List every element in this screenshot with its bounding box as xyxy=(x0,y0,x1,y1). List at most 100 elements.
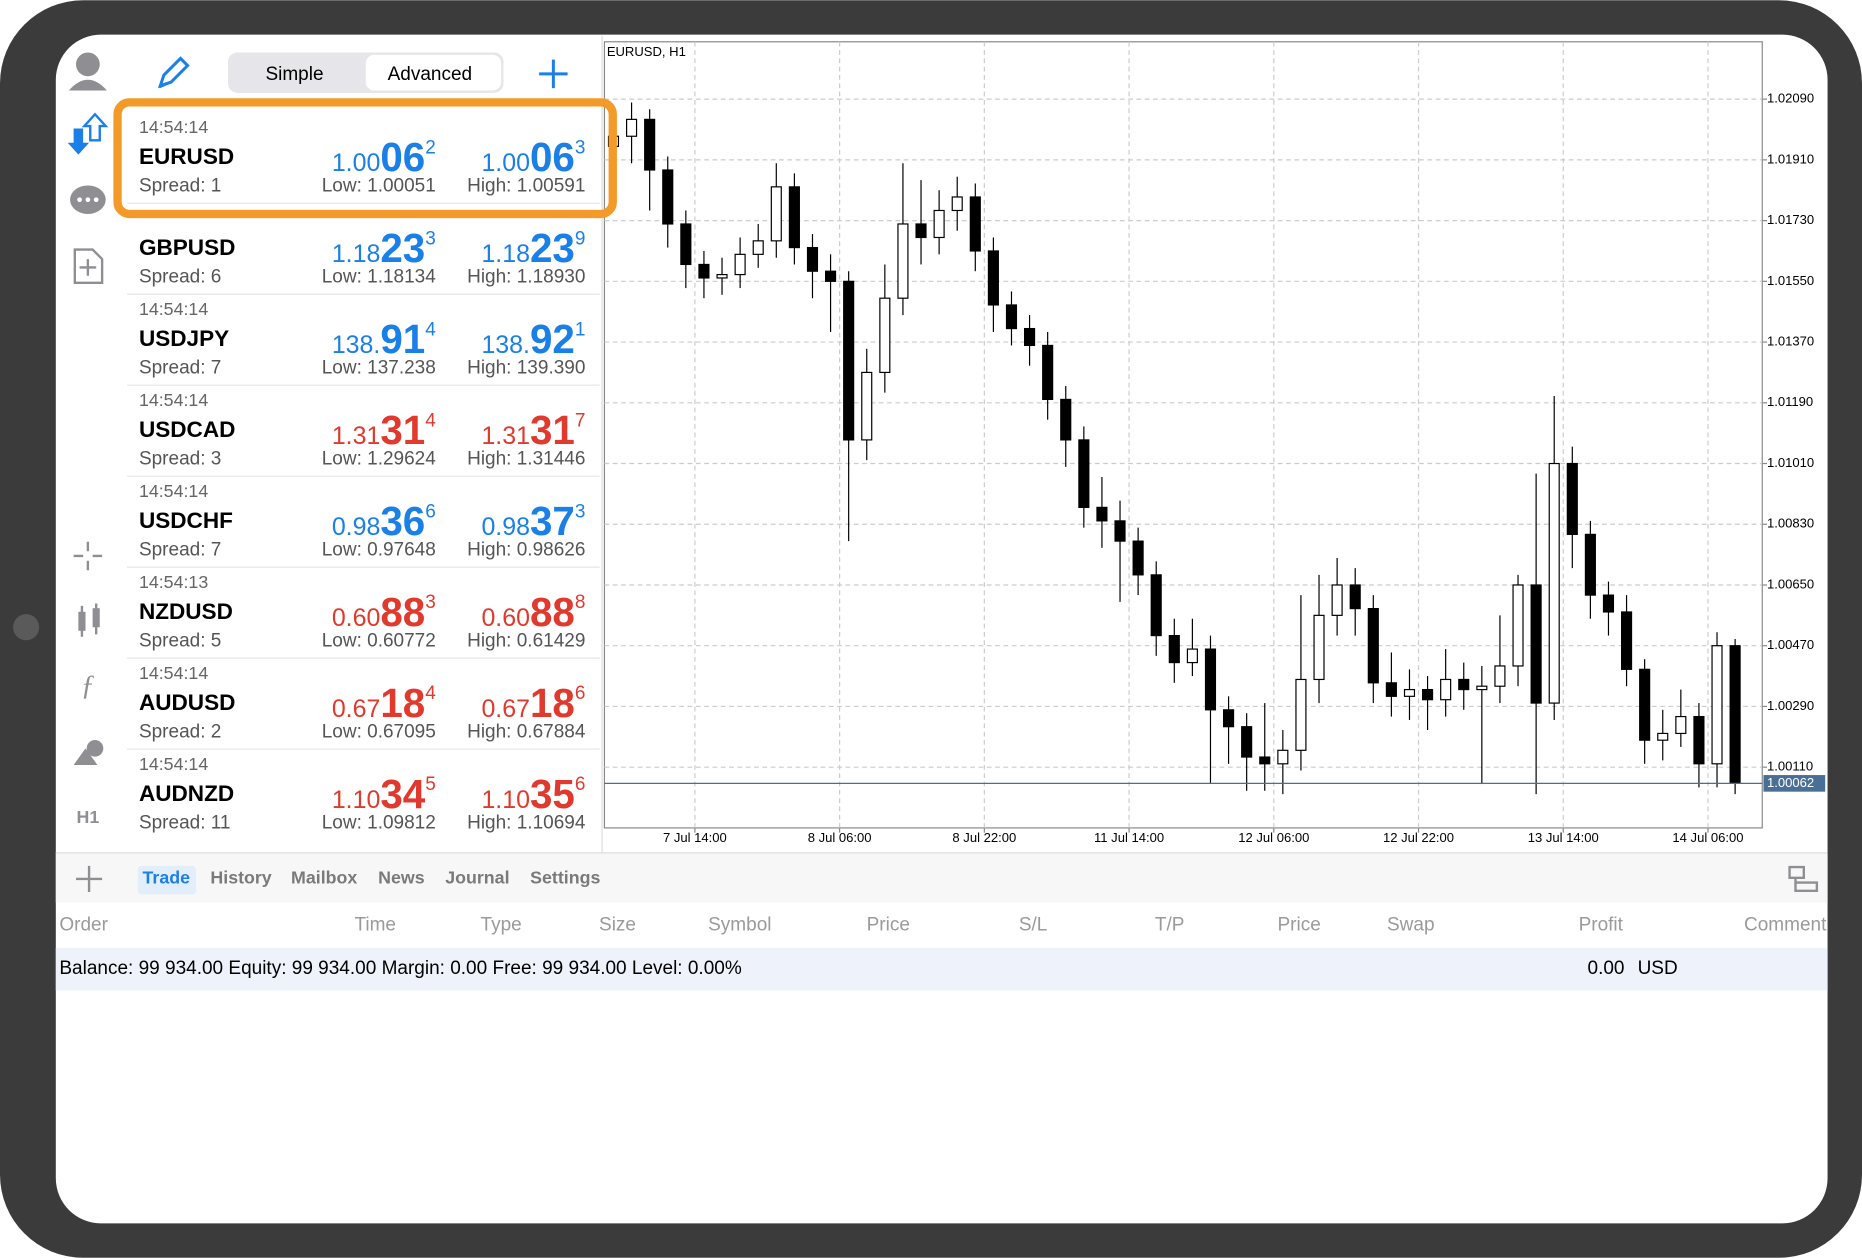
column-header: Symbol xyxy=(708,914,771,935)
column-header: Order xyxy=(59,914,108,935)
indicator-icon[interactable] xyxy=(78,603,100,637)
segment[interactable]: Advanced xyxy=(388,64,473,85)
candle-body xyxy=(1132,540,1144,576)
y-tick-label: 1.02090 xyxy=(1767,91,1814,106)
quote-low: Low: 1.29624 xyxy=(322,449,437,470)
candle-body xyxy=(752,240,764,255)
candle-body xyxy=(626,118,638,137)
candle-body xyxy=(1584,533,1596,596)
quote-symbol: EURUSD xyxy=(139,144,234,169)
panel-tab[interactable]: Journal xyxy=(445,868,509,888)
column-header: Price xyxy=(1277,914,1320,935)
quote-symbol: USDCAD xyxy=(139,417,235,442)
panel-tab[interactable]: Trade xyxy=(143,868,191,888)
panel-tab[interactable]: History xyxy=(210,868,271,888)
layout-icon[interactable] xyxy=(1788,865,1819,893)
quote-spread: Spread: 3 xyxy=(139,449,221,470)
price-pips: 37 xyxy=(530,498,575,544)
panel-tab[interactable]: News xyxy=(378,868,425,888)
price-prefix: 0.60 xyxy=(332,604,381,632)
panel-tab[interactable]: Settings xyxy=(530,868,600,888)
function-icon[interactable]: ƒ xyxy=(81,670,95,701)
edit-icon[interactable] xyxy=(157,56,190,89)
x-tick-label: 12 Jul 06:00 xyxy=(1238,830,1309,845)
account-icon[interactable] xyxy=(68,52,107,91)
candle-body xyxy=(879,297,891,374)
candle-body xyxy=(1566,462,1578,535)
price-prefix: 0.67 xyxy=(481,695,530,723)
objects-icon[interactable] xyxy=(73,740,104,765)
quotes-icon[interactable] xyxy=(67,112,109,155)
summary: Balance: 99 934.00 Equity: 99 934.00 Mar… xyxy=(59,958,741,979)
sidebar: ƒ xyxy=(67,52,109,765)
candle-body xyxy=(1204,648,1217,711)
panel-add-icon[interactable] xyxy=(76,865,103,893)
quote-ask: 1.31317 xyxy=(481,407,585,453)
price-point: 6 xyxy=(575,774,586,795)
quote-time: 14:54:13 xyxy=(139,572,208,592)
candle-body xyxy=(1042,344,1054,401)
candle-body xyxy=(788,186,800,249)
candle-body xyxy=(1729,645,1741,784)
quote-high: High: 1.18930 xyxy=(467,267,585,288)
candle-body xyxy=(1621,611,1633,670)
highlight-box xyxy=(113,98,617,219)
crosshair-icon[interactable] xyxy=(73,541,103,571)
quote-spread: Spread: 7 xyxy=(139,540,221,561)
segment[interactable]: Simple xyxy=(265,64,323,85)
quote-high: High: 1.00591 xyxy=(467,176,585,197)
price-prefix: 138. xyxy=(332,331,381,359)
quote-time: 14:54:14 xyxy=(139,299,208,319)
quote-bid: 1.10345 xyxy=(332,771,436,817)
price-pips: 34 xyxy=(380,771,425,817)
quote-ask: 1.00063 xyxy=(481,134,585,180)
candle-body xyxy=(1693,715,1705,765)
y-tick-label: 1.00290 xyxy=(1767,698,1814,713)
quote-ask: 1.10356 xyxy=(481,771,585,817)
profit: 0.00 xyxy=(1588,958,1625,979)
quote-symbol: USDCHF xyxy=(139,508,233,533)
candle-body xyxy=(770,186,782,242)
add-symbol-icon[interactable] xyxy=(539,59,568,89)
candle-body xyxy=(861,371,873,441)
column-header: Comment xyxy=(1744,914,1827,935)
y-tick-label: 1.01730 xyxy=(1767,212,1814,227)
panel-tab[interactable]: Mailbox xyxy=(291,868,357,888)
price-prefix: 0.98 xyxy=(481,513,530,541)
quote-spread: Spread: 11 xyxy=(139,812,231,833)
column-header: Time xyxy=(354,914,396,935)
price-prefix: 1.10 xyxy=(332,786,381,814)
candle-body xyxy=(1476,685,1488,691)
quote-low: Low: 0.60772 xyxy=(322,630,436,651)
price-prefix: 1.18 xyxy=(332,240,381,268)
chat-icon[interactable] xyxy=(70,185,106,214)
quote-high: High: 1.31446 xyxy=(467,449,585,470)
candle-body xyxy=(662,169,674,225)
candle-body xyxy=(1313,614,1325,681)
candle-body xyxy=(1060,398,1072,441)
quote-spread: Spread: 7 xyxy=(139,358,221,379)
price-point: 6 xyxy=(575,683,586,704)
quote-high: High: 139.390 xyxy=(467,358,585,379)
candle-body xyxy=(1385,682,1397,697)
price-pips: 88 xyxy=(380,589,425,635)
timeframe[interactable]: H1 xyxy=(76,807,99,827)
price-point: 9 xyxy=(575,228,586,249)
candle-body xyxy=(897,223,909,299)
price-point: 6 xyxy=(425,501,436,522)
candle-body xyxy=(1096,506,1108,522)
price-pips: 23 xyxy=(530,225,575,271)
new-order-icon[interactable] xyxy=(73,248,104,285)
column-header: Profit xyxy=(1579,914,1624,935)
candle-body xyxy=(1494,665,1506,687)
price-pips: 88 xyxy=(530,589,575,635)
